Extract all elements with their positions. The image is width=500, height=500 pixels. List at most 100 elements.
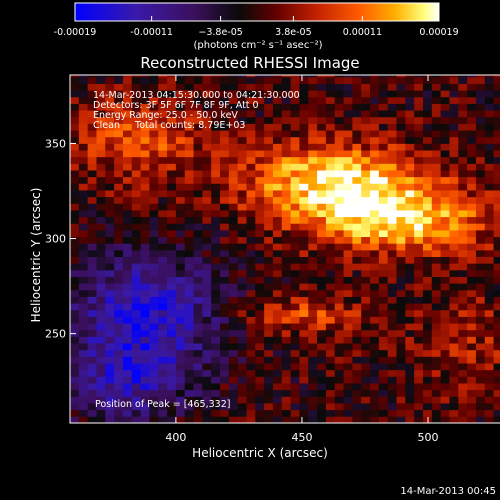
heatmap-cell: [396, 329, 406, 337]
heatmap-cell: [405, 236, 415, 244]
heatmap-cell: [484, 210, 494, 218]
heatmap-cell: [467, 369, 477, 377]
heatmap-cell: [220, 303, 230, 311]
heatmap-cell: [299, 223, 309, 231]
heatmap-cell: [175, 76, 186, 84]
heatmap-cell: [131, 263, 141, 271]
heatmap-cell: [220, 90, 230, 98]
heatmap-cell: [290, 363, 300, 371]
heatmap-cell: [70, 156, 80, 164]
heatmap-cell: [220, 190, 230, 198]
heatmap-cell: [202, 243, 212, 251]
heatmap-cell: [299, 349, 309, 357]
heatmap-cell: [308, 210, 318, 218]
heatmap-cell: [158, 103, 168, 111]
heatmap-cell: [343, 203, 353, 211]
heatmap-cell: [370, 203, 380, 211]
heatmap-cell: [70, 136, 80, 144]
heatmap-cell: [220, 196, 230, 204]
heatmap-cell: [352, 409, 362, 417]
heatmap-cell: [87, 396, 97, 404]
heatmap-cell: [167, 236, 177, 244]
heatmap-cell: [405, 316, 415, 324]
heatmap-cell: [414, 329, 424, 337]
heatmap-cell: [484, 376, 494, 384]
heatmap-cell: [440, 156, 450, 164]
heatmap-cell: [167, 343, 177, 351]
heatmap-cell: [193, 243, 203, 251]
heatmap-cell: [493, 83, 500, 91]
heatmap-cell: [78, 249, 89, 258]
heatmap-cell: [211, 243, 221, 251]
heatmap-cell: [422, 363, 433, 371]
heatmap-cell: [105, 303, 115, 311]
heatmap-cell: [396, 96, 406, 104]
heatmap-cell: [202, 90, 212, 98]
heatmap-cell: [255, 216, 265, 224]
heatmap-cell: [334, 130, 344, 138]
heatmap-cell: [422, 150, 433, 158]
heatmap-cell: [140, 150, 150, 158]
heatmap-cell: [387, 329, 397, 337]
heatmap-cell: [493, 123, 500, 131]
heatmap-cell: [414, 223, 424, 231]
heatmap-cell: [158, 190, 168, 198]
heatmap-cell: [308, 289, 318, 297]
heatmap-cell: [325, 176, 336, 184]
heatmap-cell: [325, 349, 336, 357]
heatmap-cell: [458, 263, 468, 271]
heatmap-cell: [467, 83, 477, 91]
heatmap-cell: [202, 116, 212, 124]
heatmap-cell: [458, 389, 468, 397]
heatmap-cell: [484, 416, 494, 424]
heatmap-cell: [449, 369, 459, 377]
heatmap-cell: [228, 236, 239, 244]
heatmap-cell: [458, 349, 468, 357]
heatmap-cell: [175, 356, 186, 364]
heatmap-cell: [299, 183, 309, 191]
heatmap-cell: [140, 343, 150, 351]
heatmap-cell: [272, 130, 283, 138]
heatmap-cell: [352, 329, 362, 337]
heatmap-cell: [484, 343, 494, 351]
heatmap-cell: [299, 376, 309, 384]
heatmap-cell: [493, 136, 500, 144]
heatmap-cell: [317, 76, 327, 84]
heatmap-cell: [352, 123, 362, 131]
heatmap-cell: [290, 156, 300, 164]
heatmap-cell: [343, 396, 353, 404]
heatmap-cell: [264, 210, 274, 218]
heatmap-cell: [202, 190, 212, 198]
heatmap-cell: [193, 303, 203, 311]
heatmap-cell: [317, 363, 327, 371]
heatmap-cell: [370, 190, 380, 198]
heatmap-cell: [202, 176, 212, 184]
heatmap-cell: [114, 363, 124, 371]
heatmap-cell: [167, 336, 177, 344]
y-axis-tick-label: 300: [45, 233, 66, 246]
heatmap-cell: [220, 383, 230, 391]
heatmap-cell: [96, 369, 106, 377]
heatmap-cell: [317, 216, 327, 224]
heatmap-cell: [414, 256, 424, 264]
heatmap-cell: [228, 283, 239, 291]
heatmap-cell: [122, 343, 133, 351]
heatmap-cell: [78, 303, 89, 311]
heatmap-cell: [352, 136, 362, 144]
heatmap-cell: [272, 136, 283, 144]
heatmap-cell: [220, 236, 230, 244]
heatmap-cell: [264, 156, 274, 164]
heatmap-cell: [220, 389, 230, 397]
heatmap-cell: [184, 396, 194, 404]
heatmap-cell: [193, 96, 203, 104]
heatmap-cell: [467, 90, 477, 98]
heatmap-cell: [167, 376, 177, 384]
heatmap-cell: [246, 263, 256, 271]
heatmap-cell: [378, 363, 389, 371]
heatmap-cell: [149, 236, 159, 244]
heatmap-cell: [87, 369, 97, 377]
heatmap-cell: [87, 416, 97, 424]
heatmap-cell: [325, 369, 336, 377]
heatmap-cell: [131, 196, 141, 204]
heatmap-cell: [361, 309, 371, 317]
